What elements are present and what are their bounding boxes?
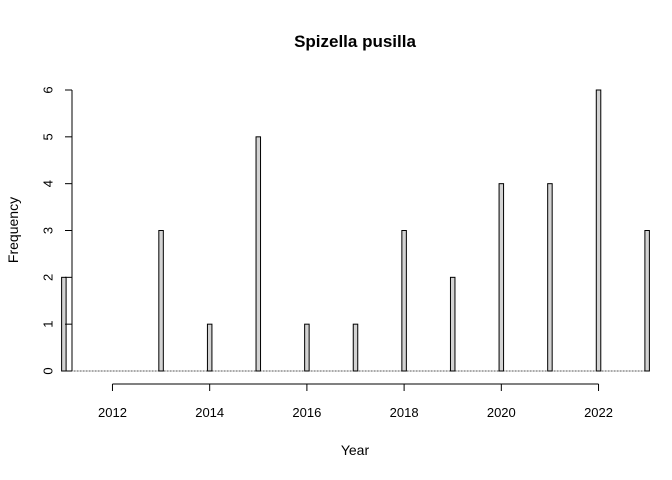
bar-2015 — [255, 136, 262, 372]
x-axis-label: Year — [341, 442, 370, 458]
x-tick-label: 2022 — [584, 405, 613, 420]
y-tick-label: 4 — [41, 180, 56, 187]
y-axis: 0 1 2 3 4 5 6 — [41, 86, 73, 375]
chart-title: Spizella pusilla — [294, 32, 416, 51]
bars — [61, 89, 650, 372]
y-tick-label: 3 — [41, 227, 56, 234]
y-tick-label: 5 — [41, 133, 56, 140]
y-axis-label: Frequency — [5, 197, 21, 263]
bar-2023 — [644, 230, 650, 372]
bar-2021 — [547, 183, 553, 372]
x-tick-label: 2012 — [98, 405, 127, 420]
bar-2019 — [449, 276, 456, 372]
y-tick-label: 6 — [41, 86, 56, 93]
bar-2017 — [352, 323, 359, 372]
x-axis: 2012 2014 2016 2018 2020 2022 — [98, 383, 613, 420]
x-tick-label: 2018 — [390, 405, 419, 420]
bar-2022 — [595, 89, 602, 372]
x-tick-label: 2020 — [487, 405, 516, 420]
x-tick-label: 2016 — [292, 405, 321, 420]
bar-2014 — [206, 323, 213, 372]
x-tick-label: 2014 — [195, 405, 224, 420]
bar-2018 — [401, 230, 407, 372]
y-tick-label: 1 — [41, 321, 56, 328]
bar-2013 — [158, 230, 164, 372]
bar-2020 — [498, 183, 505, 372]
y-tick-label: 2 — [41, 274, 56, 281]
bar-2016 — [304, 323, 310, 372]
y-tick-label: 0 — [41, 367, 56, 374]
